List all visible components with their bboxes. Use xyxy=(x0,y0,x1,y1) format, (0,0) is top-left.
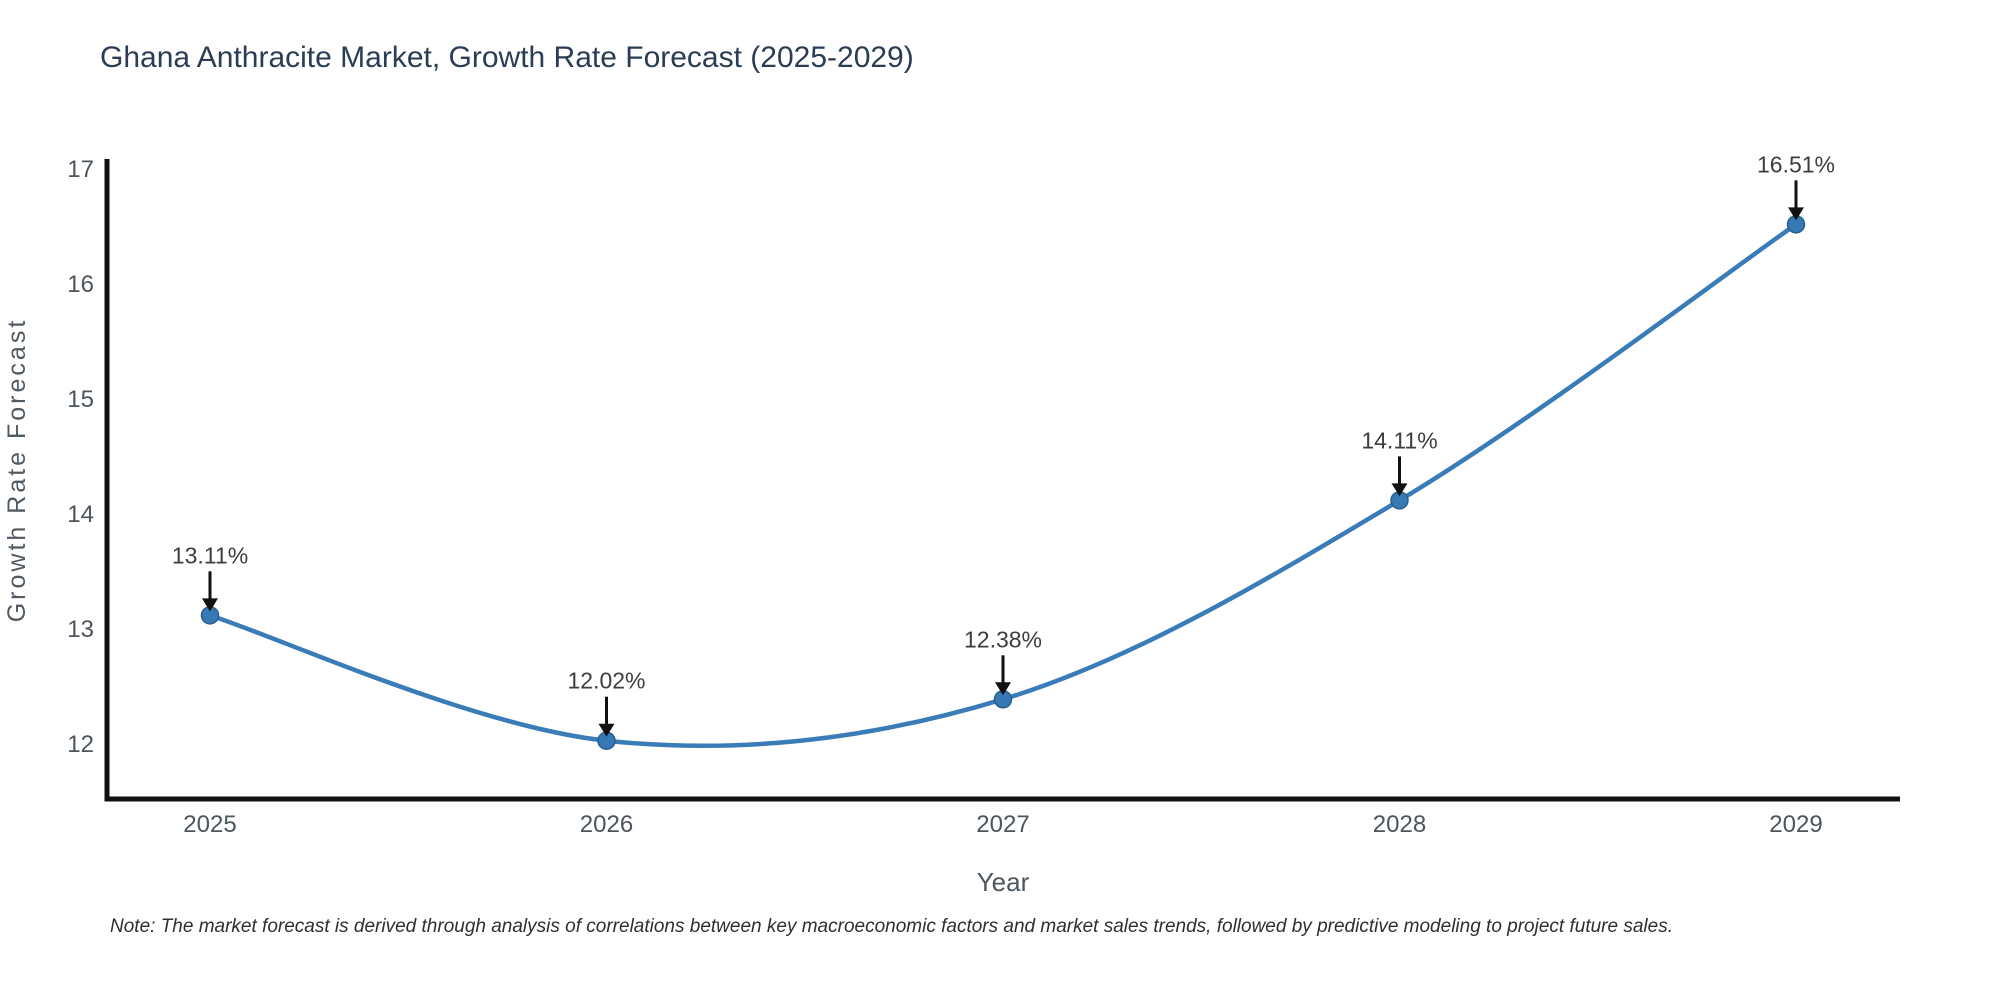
x-tick-label: 2029 xyxy=(1769,811,1822,838)
y-axis-tick-labels: 12 13 14 15 16 17 xyxy=(67,156,94,758)
x-tick-label: 2028 xyxy=(1373,811,1426,838)
y-tick-label: 12 xyxy=(67,731,94,758)
y-tick-label: 15 xyxy=(67,386,94,413)
point-annotation-label: 12.02% xyxy=(567,668,645,694)
y-tick-label: 13 xyxy=(67,616,94,643)
annotation-arrow-icon xyxy=(995,682,1011,696)
y-tick-label: 17 xyxy=(67,156,94,183)
series-layer xyxy=(200,215,1806,750)
point-annotation-label: 16.51% xyxy=(1757,151,1835,177)
x-axis-tick-labels: 2025 2026 2027 2028 2029 xyxy=(183,811,1822,838)
point-annotation-label: 14.11% xyxy=(1361,427,1437,453)
annotation-arrow-icon xyxy=(202,598,218,612)
y-tick-label: 16 xyxy=(67,271,94,298)
annotation-layer: 13.11% 12.02% 12.38% 14.11% 16.51% xyxy=(172,151,1835,737)
y-axis-title: Growth Rate Forecast xyxy=(3,318,31,623)
chart-footnote: Note: The market forecast is derived thr… xyxy=(110,916,1673,937)
x-axis-title: Year xyxy=(977,867,1030,897)
y-tick-label: 14 xyxy=(67,501,94,528)
x-tick-label: 2027 xyxy=(976,811,1029,838)
annotation-arrow-icon xyxy=(1788,207,1804,221)
x-tick-label: 2025 xyxy=(183,811,236,838)
chart-title: Ghana Anthracite Market, Growth Rate For… xyxy=(100,41,914,74)
x-tick-label: 2026 xyxy=(580,811,633,838)
annotation-arrow-icon xyxy=(598,723,615,737)
point-annotation-label: 13.11% xyxy=(172,542,248,568)
point-annotation-label: 12.38% xyxy=(964,626,1042,652)
annotation-arrow-icon xyxy=(1391,483,1408,497)
